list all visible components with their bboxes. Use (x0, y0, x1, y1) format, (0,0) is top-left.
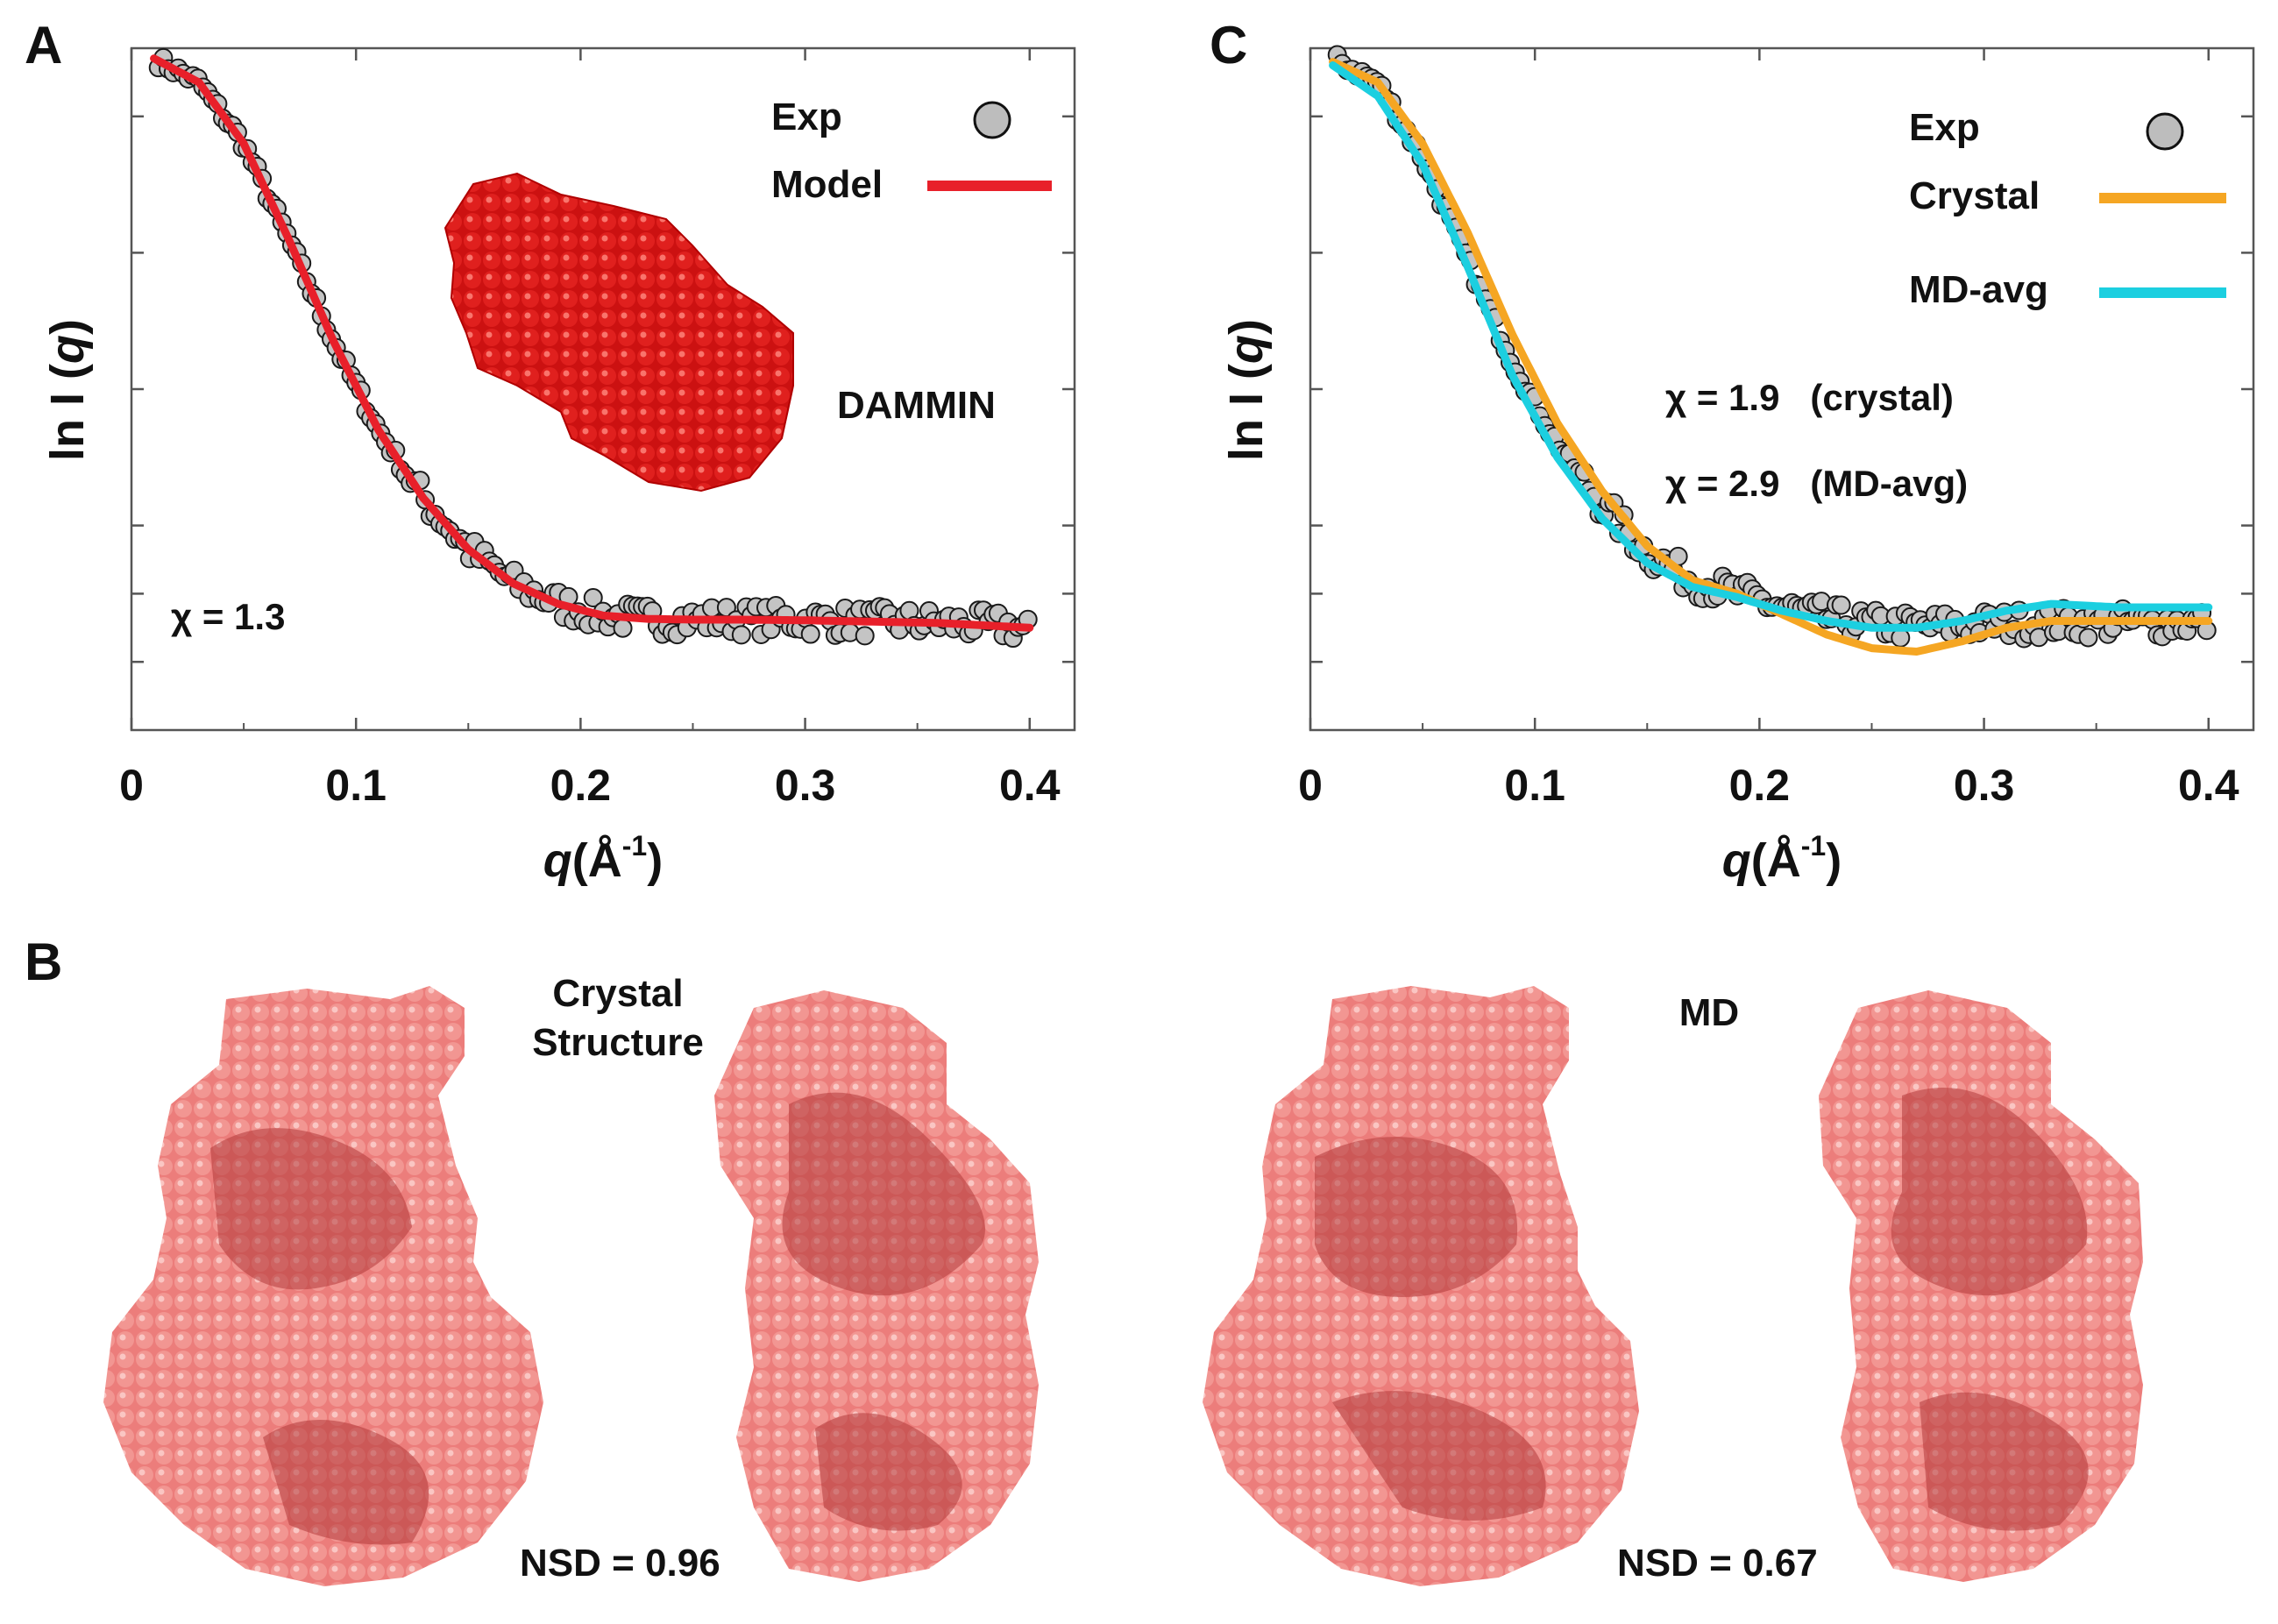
exp-point (731, 625, 751, 645)
md-side-view (1819, 990, 2143, 1582)
x-axis-label-a: q(Å-1) (543, 830, 663, 887)
fit-lines-a (150, 54, 1034, 632)
axis-ticks-a (130, 48, 1075, 730)
x-tick-label: 0.3 (775, 761, 836, 810)
x-tick-labels-a: 0 0.1 0.2 0.3 0.4 (119, 761, 1061, 810)
x-tick-label: 0 (1298, 761, 1323, 810)
series-line-md-avg (1329, 61, 2213, 632)
nsd-crystal: NSD = 0.96 (520, 1542, 720, 1585)
x-tick-label: 0 (119, 761, 144, 810)
exp-points-c (1327, 45, 2217, 649)
chi-crystal: χ = 1.9 (crystal) (1665, 377, 1954, 418)
dammin-label: DAMMIN (837, 384, 996, 427)
series-line-model (150, 54, 1034, 632)
y-axis-label-a: ln I (q) (41, 319, 94, 461)
panel-b: Crystal Structure NSD = 0.96 MD NSD = 0.… (103, 972, 2143, 1586)
chi-a: χ = 1.3 (171, 596, 285, 637)
fit-lines-c (1329, 58, 2213, 656)
x-tick-labels-c: 0 0.1 0.2 0.3 0.4 (1298, 761, 2239, 810)
md-label: MD (1679, 991, 1739, 1034)
series-line-crystal (1329, 58, 2213, 656)
x-tick-label: 0.3 (1954, 761, 2015, 810)
legend-model-label-a: Model (771, 163, 883, 206)
panel-label-c: C (1210, 16, 1247, 74)
x-tick-label: 0.4 (2178, 761, 2239, 810)
nsd-md: NSD = 0.67 (1617, 1542, 1818, 1585)
chart-c: 0 0.1 0.2 0.3 0.4 q(Å-1) ln I (q) Exp Crysta… (1220, 45, 2255, 887)
exp-point (583, 588, 603, 608)
x-tick-label: 0.1 (325, 761, 387, 810)
exp-point (613, 618, 633, 638)
legend-exp-label-a: Exp (771, 96, 842, 138)
legend-exp-marker-a (973, 101, 1011, 139)
y-axis-label-c: ln I (q) (1220, 319, 1273, 461)
panel-label-b: B (25, 933, 62, 991)
legend-exp-label-c: Exp (1909, 106, 1980, 149)
x-tick-label: 0.4 (999, 761, 1061, 810)
exp-point (855, 626, 875, 646)
x-tick-label: 0.2 (550, 761, 612, 810)
exp-point (800, 624, 820, 644)
crystal-side-view (714, 990, 1039, 1582)
crystal-structure-label-line-2: Structure (532, 1021, 704, 1064)
exp-point (1831, 595, 1851, 615)
exp-point (2078, 628, 2098, 648)
x-tick-label: 0.1 (1504, 761, 1565, 810)
x-axis-label-c: q(Å-1) (1722, 830, 1842, 887)
md-front-view (1203, 986, 1639, 1586)
legend-exp-marker-c (2146, 112, 2184, 151)
chart-a: 0 0.1 0.2 0.3 0.4 q(Å-1) ln I (q) Exp Model … (41, 46, 1076, 887)
chi-md: χ = 2.9 (MD-avg) (1665, 463, 1968, 504)
crystal-structure-label-line-1: Crystal (552, 972, 683, 1015)
axis-ticks-c (1309, 48, 2253, 730)
crystal-front-view (103, 986, 543, 1586)
x-tick-label: 0.2 (1729, 761, 1791, 810)
legend-crystal-label: Crystal (1909, 174, 2040, 217)
legend-md-label: MD-avg (1909, 268, 2048, 311)
dammin-bead-model (444, 172, 794, 493)
panel-label-a: A (25, 16, 62, 74)
